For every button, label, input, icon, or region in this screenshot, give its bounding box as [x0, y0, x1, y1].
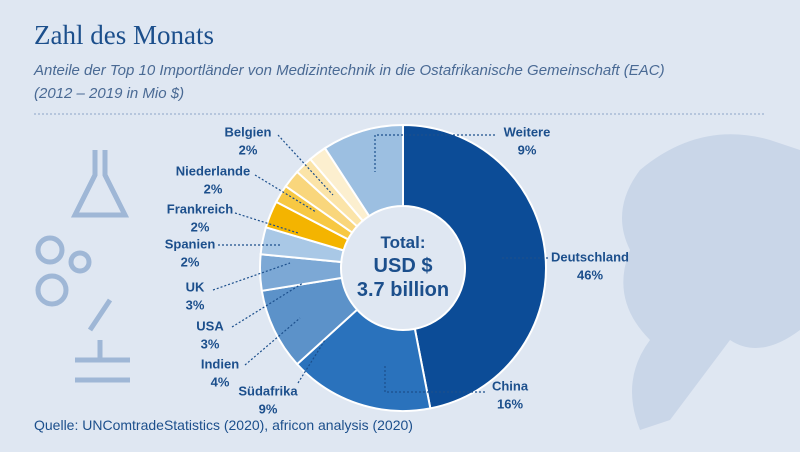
donut-segment: [323, 123, 404, 218]
value-label: 46%: [577, 267, 603, 282]
value-label: 9%: [518, 142, 537, 157]
subtitle: Anteile der Top 10 Importländer von Medi…: [33, 62, 665, 79]
category-label: Belgien: [225, 124, 272, 139]
subtitle: (2012 – 2019 in Mio $): [34, 85, 184, 102]
leader-line: [212, 262, 291, 291]
center-label: 3.7 billion: [357, 279, 449, 301]
leader-line: [234, 212, 299, 234]
value-label: 2%: [181, 254, 200, 269]
category-label: Spanien: [165, 236, 216, 251]
category-label: Südafrika: [238, 383, 298, 398]
leader-line: [277, 134, 334, 196]
donut-segment: [402, 123, 547, 410]
source: Quelle: UNComtradeStatistics (2020), afr…: [34, 417, 413, 433]
world-map-decoration: [622, 134, 800, 430]
value-label: 4%: [211, 374, 230, 389]
value-label: 9%: [259, 401, 278, 416]
leader-line: [244, 317, 301, 366]
category-label: China: [492, 378, 529, 393]
category-label: Niederlande: [176, 163, 250, 178]
category-label: Indien: [201, 356, 239, 371]
category-label: USA: [196, 318, 224, 333]
leader-line: [374, 134, 495, 172]
leader-line: [384, 365, 485, 393]
category-label: Weitere: [504, 124, 551, 139]
value-label: 2%: [191, 219, 210, 234]
leader-line: [231, 282, 304, 328]
leader-line: [297, 339, 326, 384]
value-label: 2%: [204, 181, 223, 196]
category-label: UK: [186, 279, 205, 294]
center-label: USD $: [374, 255, 433, 277]
value-label: 16%: [497, 396, 523, 411]
chart-title: Zahl des Monats: [34, 20, 214, 50]
category-label: Deutschland: [551, 249, 629, 264]
value-label: 3%: [201, 336, 220, 351]
icon-decoration: [35, 150, 130, 383]
value-label: 3%: [186, 297, 205, 312]
value-label: 2%: [239, 142, 258, 157]
category-label: Frankreich: [167, 201, 234, 216]
center-label: Total:: [380, 233, 425, 252]
